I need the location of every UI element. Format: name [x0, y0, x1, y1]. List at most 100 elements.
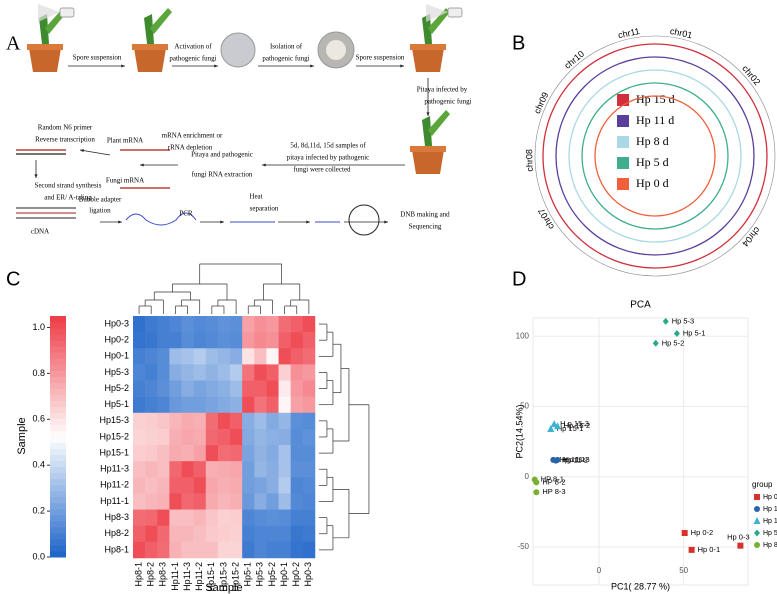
colorbar-step [50, 472, 66, 480]
cactus-arm [428, 8, 450, 34]
heat-cell [193, 509, 207, 526]
heat-cell [278, 509, 291, 526]
colorbar-step [50, 514, 66, 522]
heat-cell [217, 348, 231, 365]
step-label: Pitaya and pathogenic [191, 151, 253, 159]
step-label: PCR [179, 210, 193, 218]
chromosome-label: chr08 [524, 149, 535, 172]
step-label: cDNA [31, 228, 49, 236]
colorbar-step [50, 424, 66, 431]
heat-cell [290, 396, 304, 414]
heat-cell [145, 493, 158, 510]
point [652, 339, 659, 347]
row-label: Hp11-1 [100, 496, 129, 506]
heat-cell [290, 364, 304, 381]
arrow-head [140, 163, 144, 167]
heat-cell [242, 412, 255, 430]
heat-cell [181, 332, 194, 349]
step-label: Spore suspension [73, 54, 122, 62]
x-tick-label: 0 [597, 566, 602, 575]
heat-cell [254, 428, 267, 446]
track-ring [594, 95, 716, 217]
point-label: H p 15-3 [560, 419, 589, 428]
colorbar-tick-label: 1.0 [32, 322, 45, 332]
point-label: HP 8-3 [542, 487, 565, 496]
heat-cell [278, 396, 291, 414]
row-label: Hp8-2 [104, 528, 129, 538]
point-label: Hp 11-2 [562, 456, 588, 465]
pot-rim [132, 44, 168, 50]
heat-cell [133, 445, 146, 462]
step-label: pitaya infected by pathogenic [287, 154, 370, 162]
panel-label: D [512, 268, 526, 290]
colorbar-step [50, 520, 66, 528]
heat-cell [266, 477, 279, 494]
heat-cell [205, 525, 219, 543]
colorbar-step [50, 370, 66, 377]
arrow-head [121, 64, 125, 68]
heat-cell [205, 332, 219, 349]
heat-cell [157, 461, 170, 478]
heat-cell [133, 348, 146, 365]
point-label: Hp 0-1 [698, 545, 721, 554]
heat-cell [169, 461, 182, 478]
heat-cell [302, 316, 316, 333]
track-ring [542, 43, 768, 269]
legend-swatch [617, 94, 629, 106]
colorbar-step [50, 382, 66, 389]
heat-cell [133, 380, 146, 397]
y-tick-label: 100 [516, 331, 530, 340]
heat-cell [133, 364, 146, 381]
legend-swatch [617, 136, 629, 148]
point [688, 546, 695, 553]
heat-cell [181, 445, 194, 462]
heat-cell [145, 348, 158, 365]
heat-cell [169, 541, 182, 559]
heat-cell [217, 412, 231, 430]
cactus-arm [150, 8, 172, 34]
step-label: Sequencing [409, 223, 442, 231]
heat-cell [254, 525, 267, 543]
legend-label: Hp 15 d [636, 92, 675, 106]
column-label: Hp15-1 [206, 562, 216, 592]
heat-cell [205, 364, 219, 381]
heat-cell [169, 380, 182, 397]
column-label: Hp8-2 [146, 562, 156, 587]
heat-cell [133, 396, 146, 414]
column-label: Hp5-3 [255, 562, 265, 587]
row-label: Hp5-3 [104, 367, 129, 377]
step-label: DNB making and [400, 211, 450, 219]
track-ring [581, 82, 729, 230]
point [554, 456, 561, 463]
colorbar-step [50, 358, 66, 365]
heat-cell [302, 348, 316, 365]
colorbar-step [50, 478, 66, 486]
heat-cell [145, 380, 158, 397]
heat-cell [205, 412, 219, 430]
colorbar-step [50, 544, 66, 552]
heat-cell [230, 509, 243, 526]
heat-cell [181, 525, 194, 543]
heat-cell [266, 525, 279, 543]
heat-cell [193, 541, 207, 559]
step-label: rRNA depletion [168, 144, 213, 152]
y-axis-label: PC2(14.54%) [514, 404, 524, 458]
heat-cell [266, 364, 279, 381]
column-label: Hp11-2 [194, 562, 204, 591]
heat-cell [230, 541, 243, 559]
heat-cell [278, 493, 291, 510]
row-label: Hp0-2 [104, 335, 129, 345]
column-label: Hp0-3 [303, 562, 313, 587]
step-label: and ER/ A-taling [44, 194, 92, 202]
colorbar-step [50, 532, 66, 540]
arrow-head [80, 149, 84, 153]
heat-cell [242, 461, 255, 478]
cactus [422, 116, 432, 146]
heat-cell [205, 396, 219, 414]
heat-cell [266, 509, 279, 526]
heat-cell [254, 364, 267, 381]
heat-cell [266, 461, 279, 478]
heat-cell [205, 428, 219, 446]
point [533, 479, 540, 486]
colorbar-step [50, 364, 66, 371]
